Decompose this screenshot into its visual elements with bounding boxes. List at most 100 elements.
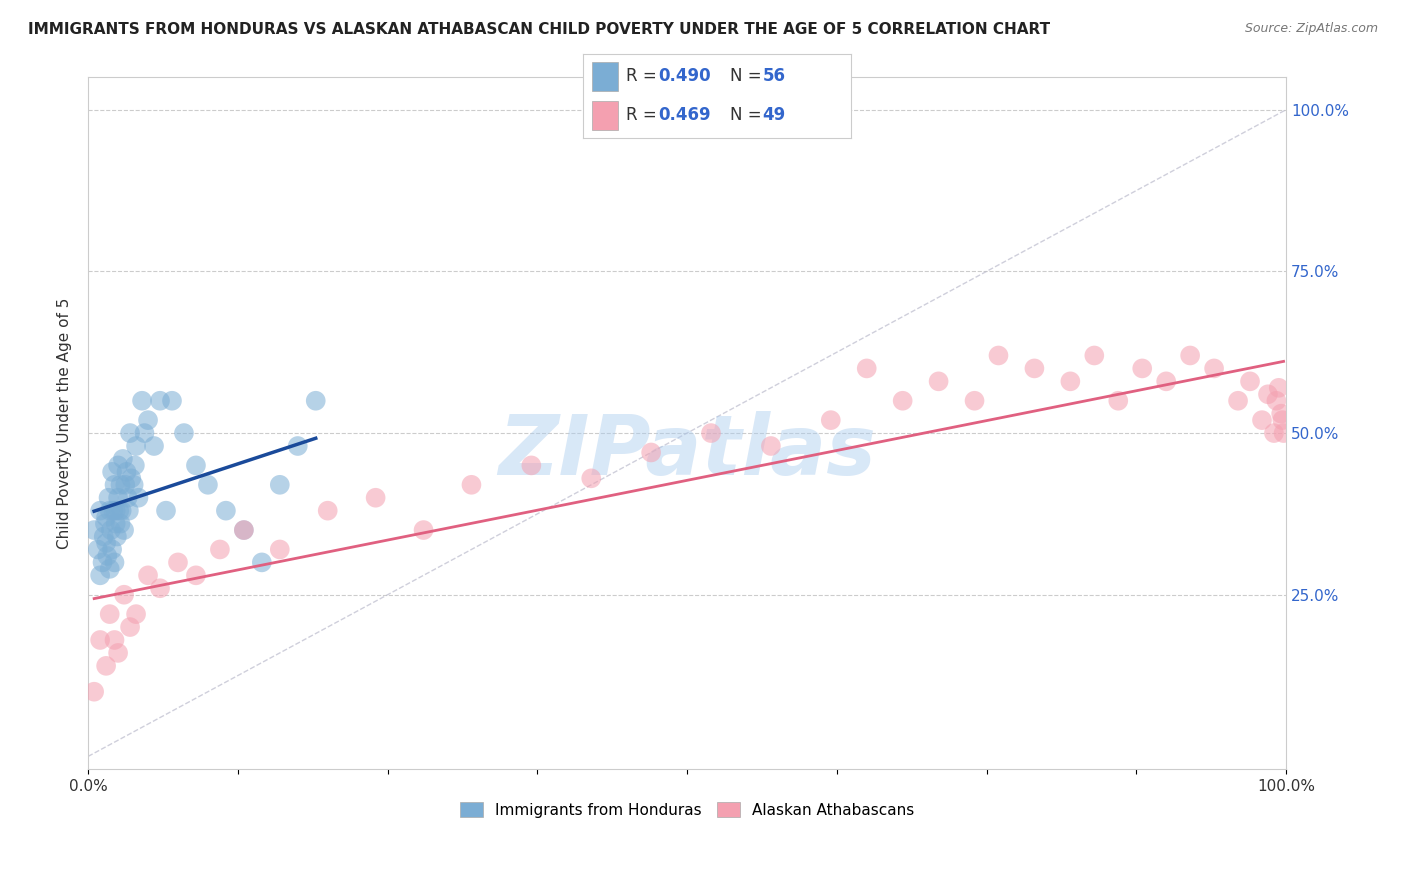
Point	[120, 471, 142, 485]
Point	[107, 491, 129, 505]
Point	[111, 452, 134, 467]
Point	[105, 529, 128, 543]
Point	[91, 555, 114, 569]
Point	[112, 588, 135, 602]
Point	[98, 562, 121, 576]
Point	[1130, 361, 1153, 376]
Point	[136, 413, 159, 427]
Point	[118, 503, 141, 517]
Text: R =: R =	[626, 68, 662, 86]
Point	[184, 458, 207, 473]
Point	[1227, 393, 1250, 408]
Point	[89, 503, 111, 517]
Point	[1265, 393, 1288, 408]
Point	[963, 393, 986, 408]
Point	[103, 477, 125, 491]
Bar	[592, 62, 619, 91]
Point	[83, 523, 105, 537]
Point	[1107, 393, 1129, 408]
Point	[114, 477, 136, 491]
Point	[143, 439, 166, 453]
Point	[136, 568, 159, 582]
Point	[160, 393, 183, 408]
Point	[134, 426, 156, 441]
Point	[855, 361, 877, 376]
Point	[1272, 426, 1295, 441]
Point	[184, 568, 207, 582]
Point	[364, 491, 387, 505]
Point	[100, 523, 122, 537]
Text: 49: 49	[762, 106, 786, 124]
Point	[87, 542, 110, 557]
Point	[891, 393, 914, 408]
Point	[94, 516, 117, 531]
Point	[305, 393, 328, 408]
Point	[1268, 381, 1291, 395]
Point	[120, 620, 142, 634]
Point	[107, 646, 129, 660]
Point	[173, 426, 195, 441]
Point	[94, 536, 117, 550]
Point	[98, 503, 121, 517]
Text: 0.469: 0.469	[658, 106, 711, 124]
Point	[820, 413, 842, 427]
Point	[93, 529, 115, 543]
Point	[125, 439, 148, 453]
Y-axis label: Child Poverty Under the Age of 5: Child Poverty Under the Age of 5	[58, 298, 72, 549]
Point	[1270, 407, 1292, 421]
Point	[107, 458, 129, 473]
Point	[98, 607, 121, 621]
Point	[1083, 349, 1105, 363]
Text: N =: N =	[731, 106, 768, 124]
Point	[120, 426, 142, 441]
Point	[1263, 426, 1285, 441]
Point	[1239, 375, 1261, 389]
Point	[1271, 413, 1294, 427]
Point	[112, 523, 135, 537]
Text: IMMIGRANTS FROM HONDURAS VS ALASKAN ATHABASCAN CHILD POVERTY UNDER THE AGE OF 5 : IMMIGRANTS FROM HONDURAS VS ALASKAN ATHA…	[28, 22, 1050, 37]
Point	[103, 503, 125, 517]
Point	[250, 555, 273, 569]
Point	[97, 491, 120, 505]
Bar	[592, 101, 619, 130]
Point	[149, 581, 172, 595]
Point	[1251, 413, 1274, 427]
Text: 56: 56	[762, 68, 786, 86]
Point	[759, 439, 782, 453]
Text: 0.490: 0.490	[658, 68, 711, 86]
Point	[316, 503, 339, 517]
Point	[208, 542, 231, 557]
Legend: Immigrants from Honduras, Alaskan Athabascans: Immigrants from Honduras, Alaskan Athaba…	[454, 796, 921, 824]
Point	[117, 491, 139, 505]
Point	[125, 607, 148, 621]
Point	[124, 458, 146, 473]
Point	[700, 426, 723, 441]
Point	[127, 491, 149, 505]
Point	[104, 503, 127, 517]
Point	[115, 465, 138, 479]
Point	[1154, 375, 1177, 389]
Point	[987, 349, 1010, 363]
Point	[101, 465, 124, 479]
Point	[460, 477, 482, 491]
Text: R =: R =	[626, 106, 662, 124]
Point	[215, 503, 238, 517]
Point	[167, 555, 190, 569]
Point	[89, 568, 111, 582]
Point	[155, 503, 177, 517]
Point	[89, 632, 111, 647]
Point	[103, 632, 125, 647]
Point	[1257, 387, 1279, 401]
Point	[149, 393, 172, 408]
Point	[131, 393, 153, 408]
Point	[103, 555, 125, 569]
Point	[232, 523, 254, 537]
Point	[110, 516, 132, 531]
Point	[1024, 361, 1046, 376]
Point	[640, 445, 662, 459]
Point	[520, 458, 543, 473]
Point	[197, 477, 219, 491]
Point	[111, 503, 134, 517]
Point	[108, 503, 131, 517]
Point	[269, 477, 291, 491]
